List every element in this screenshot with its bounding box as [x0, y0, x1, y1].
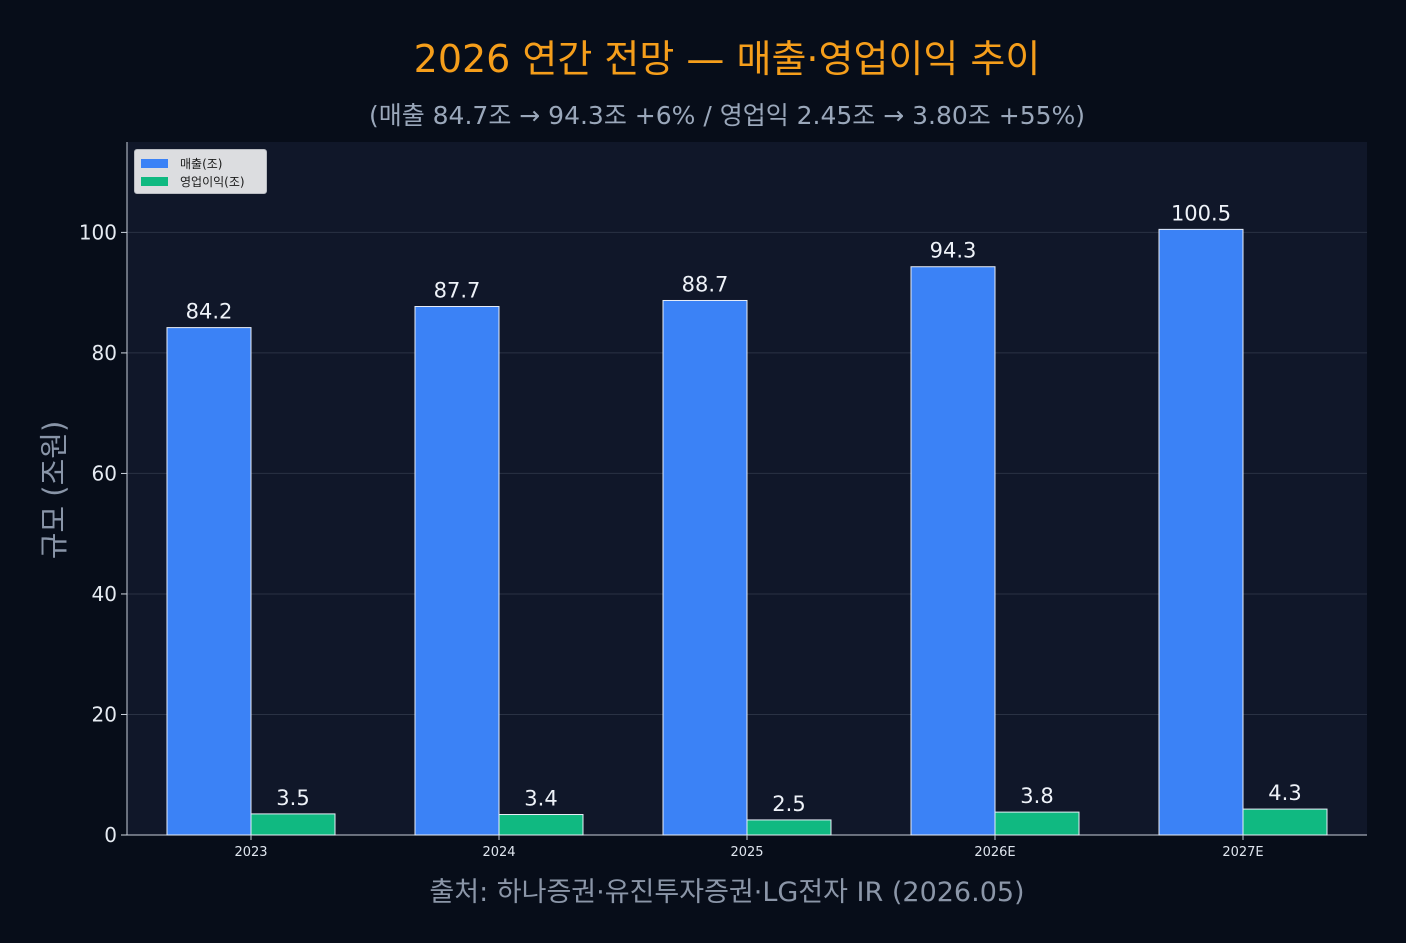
- legend-item-revenue: 매출(조): [141, 154, 260, 172]
- legend-item-operating-profit: 영업이익(조): [141, 172, 260, 190]
- bar-operating-profit: [994, 811, 1080, 836]
- bar-revenue: [910, 266, 996, 836]
- x-tick-label: 2025: [730, 845, 763, 860]
- chart-title: 2026 연간 전망 — 매출·영업이익 추이: [413, 37, 1041, 81]
- data-label-revenue: 94.3: [930, 239, 977, 263]
- x-tick-label: 2026E: [974, 845, 1015, 860]
- legend-swatch-operating-profit: [141, 176, 168, 186]
- bar-operating-profit: [746, 819, 832, 836]
- y-tick-label: 20: [92, 702, 117, 726]
- data-label-revenue: 100.5: [1171, 201, 1231, 225]
- legend-label-revenue: 매출(조): [180, 156, 223, 171]
- bar-operating-profit: [498, 814, 584, 836]
- data-label-revenue: 87.7: [434, 279, 481, 303]
- bar-revenue: [166, 327, 252, 836]
- data-label-operating-profit: 3.5: [276, 786, 309, 810]
- data-label-operating-profit: 3.4: [524, 787, 557, 811]
- legend-swatch-revenue: [141, 158, 168, 168]
- x-tick-label: 2024: [482, 845, 515, 860]
- x-tick-label: 2027E: [1222, 845, 1263, 860]
- data-label-operating-profit: 4.3: [1268, 781, 1301, 805]
- bar-operating-profit: [250, 813, 336, 836]
- chart-subtitle: (매출 84.7조 → 94.3조 +6% / 영업익 2.45조 → 3.80…: [368, 101, 1086, 130]
- legend-label-operating-profit: 영업이익(조): [180, 174, 245, 189]
- bar-operating-profit: [1242, 808, 1328, 836]
- data-label-revenue: 88.7: [682, 272, 729, 296]
- x-tick-label: 2023: [234, 845, 267, 860]
- y-tick-label: 60: [92, 461, 117, 485]
- y-tick-label: 100: [79, 220, 117, 244]
- bar-revenue: [662, 299, 748, 836]
- y-tick-label: 80: [92, 341, 117, 365]
- bar-revenue: [1158, 228, 1244, 836]
- source-note: 출처: 하나증권·유진투자증권·LG전자 IR (2026.05): [429, 877, 1025, 908]
- y-tick-label: 0: [104, 823, 117, 847]
- data-label-operating-profit: 3.8: [1020, 784, 1053, 808]
- chart-legend: 매출(조) 영업이익(조): [134, 149, 267, 194]
- data-label-revenue: 84.2: [186, 300, 233, 324]
- bar-revenue: [414, 306, 500, 836]
- y-tick-label: 40: [92, 582, 117, 606]
- data-label-operating-profit: 2.5: [772, 792, 805, 816]
